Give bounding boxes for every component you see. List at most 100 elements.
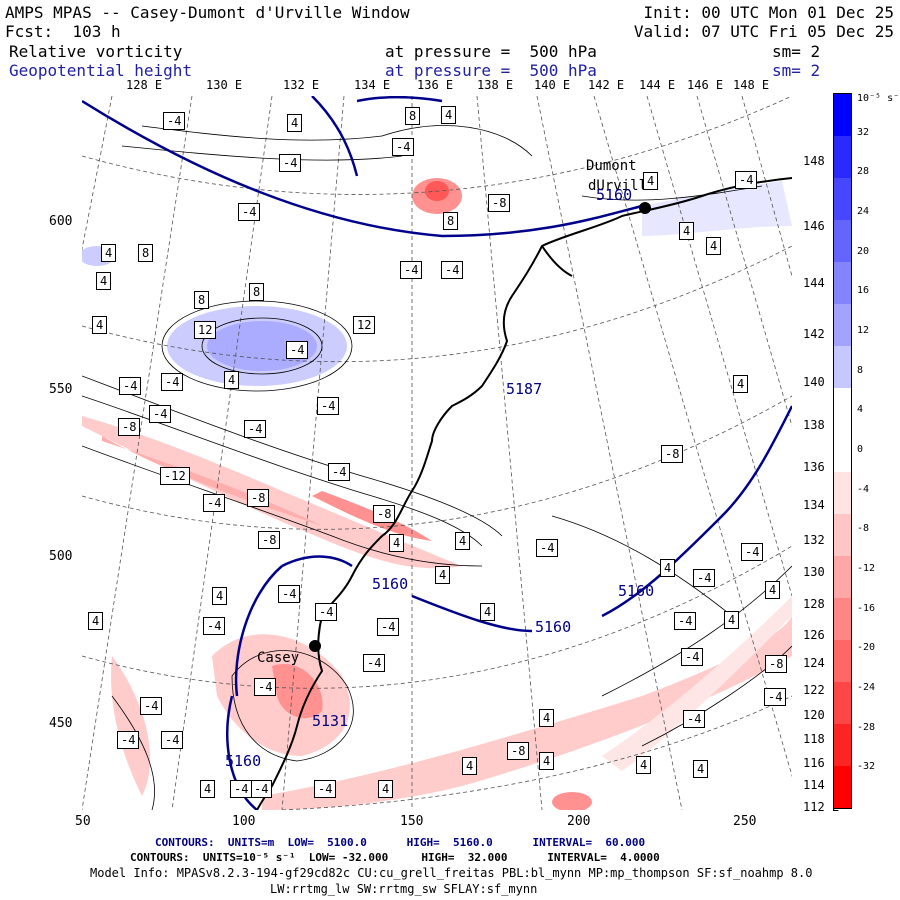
vorticity-label: 4 xyxy=(212,587,228,605)
vorticity-label: 4 xyxy=(92,316,108,334)
colorbar-cell xyxy=(834,430,851,472)
vorticity-label: -4 xyxy=(764,688,787,706)
vorticity-label: -4 xyxy=(315,603,338,621)
vorticity-label: -4 xyxy=(119,377,142,395)
colorbar-unit: 10⁻⁵ s⁻¹ xyxy=(857,93,900,104)
vorticity-label: 4 xyxy=(679,222,695,240)
colorbar-label: 8 xyxy=(857,364,864,376)
colorbar-cell xyxy=(834,346,851,388)
colorbar-label: -8 xyxy=(857,523,870,535)
lon-label: 146 E xyxy=(687,78,724,92)
station-label-casey: Casey xyxy=(257,650,300,666)
vorticity-label: 4 xyxy=(765,581,781,599)
vorticity-label: 4 xyxy=(724,611,740,629)
vorticity-label: 4 xyxy=(101,244,117,262)
field1-level: at pressure = 500 hPa xyxy=(385,42,597,61)
vorticity-label: 4 xyxy=(200,780,216,798)
negative-vorticity-band xyxy=(111,656,151,796)
colorbar-cell xyxy=(834,304,851,346)
plot-title: AMPS MPAS -- Casey-Dumont d'Urville Wind… xyxy=(5,3,410,22)
vorticity-label: -4 xyxy=(254,678,277,696)
vorticity-label: -4 xyxy=(279,154,302,172)
model-info-2: LW:rrtmg_lw SW:rrtmg_sw SFLAY:sf_mynn xyxy=(270,882,538,896)
colorbar-cell xyxy=(834,766,851,808)
vorticity-label: -8 xyxy=(488,194,511,212)
station-label-dumont: Dumont xyxy=(586,158,637,174)
vorticity-label: -8 xyxy=(373,505,396,523)
negative-vorticity-center xyxy=(272,664,323,719)
vorticity-label: 8 xyxy=(194,291,210,309)
vorticity-label: 4 xyxy=(693,760,709,778)
vorticity-label: -4 xyxy=(363,654,386,672)
negative-vorticity-center xyxy=(552,792,592,810)
height-label: 5160 xyxy=(372,575,409,593)
vorticity-label: -4 xyxy=(117,731,140,749)
station-marker-casey[interactable] xyxy=(309,640,321,652)
geopotential-height-contours xyxy=(82,96,792,810)
y-tick: 450 xyxy=(49,716,73,731)
colorbar-label: -16 xyxy=(857,602,876,614)
negative-vorticity-band xyxy=(82,416,462,569)
height-label: 5131 xyxy=(312,712,349,730)
vorticity-label: 4 xyxy=(224,371,240,389)
x-tick: 250 xyxy=(733,814,757,829)
vorticity-label: -4 xyxy=(161,731,184,749)
vorticity-label: 4 xyxy=(378,780,394,798)
lon-label: 128 E xyxy=(126,78,163,92)
height-contour-info: CONTOURS: UNITS=m LOW= 5100.0 HIGH= 5160… xyxy=(155,836,646,849)
vorticity-label: 4 xyxy=(287,114,303,132)
colorbar-cell xyxy=(834,220,851,262)
field1-smooth: sm= 2 xyxy=(772,42,821,61)
colorbar-cell xyxy=(834,514,851,556)
x-tick: 100 xyxy=(232,814,256,829)
vorticity-label: -8 xyxy=(661,445,684,463)
vorticity-label: -4 xyxy=(328,463,351,481)
lon-label: 138 E xyxy=(477,78,514,92)
y-tick: 500 xyxy=(49,549,73,564)
colorbar-label: 4 xyxy=(857,404,864,416)
colorbar-label: 16 xyxy=(857,285,870,297)
colorbar-label: -32 xyxy=(857,761,876,773)
vorticity-label: -4 xyxy=(392,138,415,156)
height-label: 5160 xyxy=(618,582,655,600)
vorticity-label: 4 xyxy=(706,237,722,255)
vorticity-label: -4 xyxy=(250,780,273,798)
vorticity-label: 4 xyxy=(733,375,749,393)
init-time: Init: 00 UTC Mon 01 Dec 25 xyxy=(643,3,894,22)
vorticity-label: -4 xyxy=(317,397,340,415)
vorticity-label: 4 xyxy=(480,603,496,621)
height-label: 5160 xyxy=(535,618,572,636)
vorticity-label: -4 xyxy=(163,112,186,130)
positive-vorticity-band xyxy=(642,181,792,236)
station-label-dumont-2: dUrville xyxy=(588,178,656,194)
vorticity-label: 4 xyxy=(389,534,405,552)
vorticity-label: -4 xyxy=(286,341,309,359)
colorbar-label: 0 xyxy=(857,444,864,455)
vorticity-label: 4 xyxy=(643,172,659,190)
colorbar-cell xyxy=(834,262,851,304)
x-tick: 200 xyxy=(567,814,591,829)
vorticity-label: 4 xyxy=(539,709,555,727)
vorticity-label: -8 xyxy=(507,742,530,760)
colorbar-label: 20 xyxy=(857,245,870,257)
colorbar-label: -20 xyxy=(857,642,876,654)
vorticity-label: 12 xyxy=(353,316,376,334)
vorticity-label: -4 xyxy=(681,648,704,666)
vorticity-label: 4 xyxy=(441,106,457,124)
field1-name: Relative vorticity xyxy=(9,42,183,61)
colorbar-label: -28 xyxy=(857,721,876,733)
vorticity-label: -4 xyxy=(244,420,267,438)
vorticity-contours xyxy=(82,125,792,810)
colorbar-cell xyxy=(834,682,851,724)
vorticity-label: -8 xyxy=(258,531,281,549)
vorticity-label: -4 xyxy=(377,618,400,636)
vorticity-label: -4 xyxy=(238,203,261,221)
lon-label: 144 E xyxy=(639,78,676,92)
field2-level: at pressure = 500 hPa xyxy=(385,61,597,80)
colorbar-label: -12 xyxy=(857,563,876,574)
vorticity-label: 4 xyxy=(96,272,112,290)
field2-name: Geopotential height xyxy=(9,61,193,80)
vorticity-label: 8 xyxy=(249,283,265,301)
vorticity-label: 4 xyxy=(455,532,471,550)
station-marker-dumont[interactable] xyxy=(639,202,651,214)
